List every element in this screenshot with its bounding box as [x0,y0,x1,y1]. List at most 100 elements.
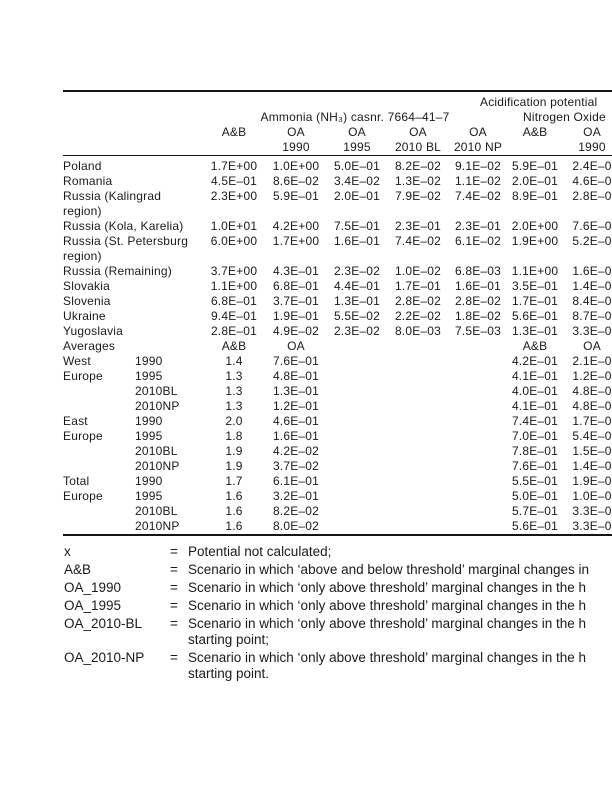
country-name-line: region) [63,204,203,219]
col-header-1: OA [265,125,327,140]
value-cell [327,369,387,384]
country-name-cell: Russia (Remaining) [63,264,203,279]
value-cell: 1.4 [203,354,265,369]
value-cell [387,429,449,444]
legend-term: OA_2010-NP [64,650,170,682]
value-cell: 1.9 [203,444,265,459]
value-cell [449,369,507,384]
legend-equals: = [170,616,188,648]
average-period-label: 1990 [135,414,163,429]
value-cell: 4.5E–01 [203,174,265,189]
table-row: Yugoslavia2.8E–014.9E–022.3E–028.0E–037.… [63,324,612,339]
col-subheader-0 [203,140,265,156]
value-cell [387,504,449,519]
value-cell [449,444,507,459]
value-cell [387,354,449,369]
country-name-cell: Russia (Kalingradregion) [63,189,203,219]
value-cell [449,504,507,519]
value-cell: 4.1E–01 [507,399,563,414]
value-cell: 5.0E–01 [327,156,387,175]
spacer-cell [63,125,203,140]
legend-equals: = [170,580,188,596]
value-cell: 4.9E–02 [265,324,327,339]
average-period-label: 2010BL [135,384,178,399]
table-row: Russia (Kola, Karelia)1.0E+014.2E+007.5E… [63,219,612,234]
averages-col-header [327,339,387,354]
value-cell [327,399,387,414]
value-cell: 4.0E–01 [507,384,563,399]
legend-definition: Scenario in which ‘only above threshold’… [188,598,586,614]
legend-entry: A&B=Scenario in which ‘above and below t… [64,562,612,578]
average-period-label: 2010NP [135,519,180,534]
value-cell: 1.5E–0 [563,444,612,459]
value-cell: 1.6E–01 [265,429,327,444]
table-row: Russia (Remaining)3.7E+004.3E–012.3E–021… [63,264,612,279]
col-subheader-2: 1995 [327,140,387,156]
country-name-line: Slovenia [63,294,203,309]
value-cell [327,354,387,369]
average-row: Europe19951.34.8E–014.1E–011.2E–0 [63,369,612,384]
value-cell: 6.8E–03 [449,264,507,279]
average-label-cell: Europe1995 [63,429,203,444]
average-period-label: 1995 [135,429,163,444]
value-cell: 5.9E–01 [265,189,327,219]
value-cell: 1.9E+00 [507,234,563,264]
legend-term: OA_1995 [64,598,170,614]
value-cell: 8.7E–0 [563,309,612,324]
average-label-cell: 2010BL [63,504,203,519]
table-row: Poland1.7E+001.0E+005.0E–018.2E–029.1E–0… [63,156,612,175]
value-cell: 4.4E–01 [327,279,387,294]
averages-col-header: A&B [507,339,563,354]
average-region-label [63,399,135,414]
column-subheader-row: 199019952010 BL2010 NP1990 [63,140,612,156]
country-name-cell: Russia (Kola, Karelia) [63,219,203,234]
value-cell [387,414,449,429]
acidification-potential-table: Acidification potential Ammonia (NH₃) ca… [63,90,612,536]
value-cell: 3.2E–01 [265,489,327,504]
col-subheader-3: 2010 BL [387,140,449,156]
value-cell: 1.9E–0 [563,474,612,489]
value-cell: 5.9E–01 [507,156,563,175]
value-cell: 2.4E–0 [563,156,612,175]
col-header-5: A&B [507,125,563,140]
value-cell: 7.9E–02 [387,189,449,219]
value-cell: 8.2E–02 [387,156,449,175]
value-cell [327,519,387,535]
value-cell: 5.5E–02 [327,309,387,324]
legend-definition: Potential not calculated; [188,544,331,560]
value-cell: 2.0 [203,414,265,429]
value-cell [449,489,507,504]
spacer-cell [63,110,203,125]
legend-term: OA_1990 [64,580,170,596]
country-name-line: Russia (Remaining) [63,264,203,279]
value-cell: 7.0E–01 [507,429,563,444]
value-cell: 7.6E–01 [507,459,563,474]
value-cell: 1.9 [203,459,265,474]
legend-entry: OA_2010-NP=Scenario in which ‘only above… [64,650,612,682]
value-cell: 3.3E–0 [563,324,612,339]
average-row: Europe19951.81.6E–017.0E–015.4E–0 [63,429,612,444]
value-cell [387,384,449,399]
country-name-cell: Ukraine [63,309,203,324]
table-row: Slovenia6.8E–013.7E–011.3E–012.8E–022.8E… [63,294,612,309]
legend-definition-line: Scenario in which ‘only above threshold’… [188,580,586,596]
col-subheader-6: 1990 [563,140,612,156]
value-cell: 3.5E–01 [507,279,563,294]
value-cell: 3.3E–0 [563,519,612,535]
value-cell: 1.6 [203,519,265,535]
country-name-cell: Yugoslavia [63,324,203,339]
value-cell: 1.9E–01 [265,309,327,324]
value-cell: 1.3 [203,399,265,414]
value-cell: 1.6 [203,504,265,519]
value-cell: 8.0E–02 [265,519,327,535]
value-cell: 1.1E+00 [203,279,265,294]
value-cell: 7.6E–01 [265,354,327,369]
average-region-label: East [63,414,135,429]
legend-term: x [64,544,170,560]
average-label-cell: East1990 [63,414,203,429]
value-cell: 1.6E–0 [563,264,612,279]
value-cell: 7.4E–02 [449,189,507,219]
averages-col-header: A&B [203,339,265,354]
col-header-2: OA [327,125,387,140]
average-row: 2010BL1.94.2E–027.8E–011.5E–0 [63,444,612,459]
